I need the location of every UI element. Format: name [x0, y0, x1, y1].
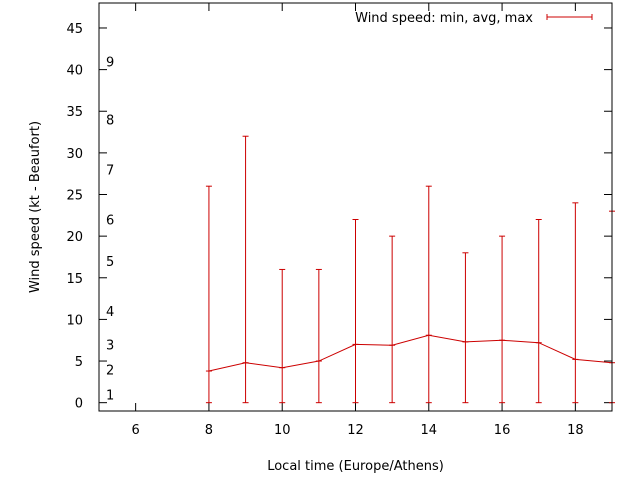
beaufort-label: 1	[106, 388, 114, 403]
y-tick-label: 0	[75, 397, 83, 412]
average-line	[208, 334, 613, 372]
beaufort-label: 3	[106, 338, 114, 353]
legend-label: Wind speed: min, avg, max	[355, 11, 533, 26]
beaufort-scale-labels: 1 2 3 4 5 6 7 8 9	[106, 55, 114, 403]
y-tick-label: 30	[66, 147, 83, 162]
beaufort-label: 4	[106, 305, 114, 320]
avg-series-line	[208, 334, 613, 372]
y-tick-label: 35	[66, 105, 83, 120]
y-tick-label: 40	[66, 64, 83, 79]
legend-key	[546, 14, 593, 20]
beaufort-label: 6	[106, 213, 114, 228]
min-max-error-bars	[205, 135, 615, 404]
axis-ticks	[99, 3, 612, 411]
x-tick-label: 12	[347, 423, 364, 438]
x-tick-labels: 6 8 10 12 14 16 18	[132, 423, 584, 438]
y-tick-label: 20	[66, 230, 83, 245]
y-tick-label: 10	[66, 313, 83, 328]
x-tick-label: 14	[421, 423, 438, 438]
beaufort-label: 9	[106, 55, 114, 70]
beaufort-label: 8	[106, 114, 114, 129]
x-tick-label: 10	[274, 423, 291, 438]
y-tick-label: 5	[75, 355, 83, 370]
x-tick-label: 16	[494, 423, 511, 438]
y-tick-label: 15	[66, 272, 83, 287]
x-axis-label: Local time (Europe/Athens)	[267, 459, 444, 474]
legend: Wind speed: min, avg, max	[355, 11, 593, 26]
y-tick-label: 25	[66, 189, 83, 204]
x-tick-label: 18	[567, 423, 584, 438]
plot-frame	[98, 2, 613, 412]
beaufort-label: 5	[106, 255, 114, 270]
x-tick-label: 6	[132, 423, 140, 438]
y-tick-labels: 0 5 10 15 20 25 30 35 40 45	[66, 22, 83, 412]
y-tick-label: 45	[66, 22, 83, 37]
beaufort-label: 7	[106, 164, 114, 179]
y-axis-label: Wind speed (kt - Beaufort)	[28, 121, 43, 293]
x-tick-label: 8	[205, 423, 213, 438]
beaufort-label: 2	[106, 363, 114, 378]
